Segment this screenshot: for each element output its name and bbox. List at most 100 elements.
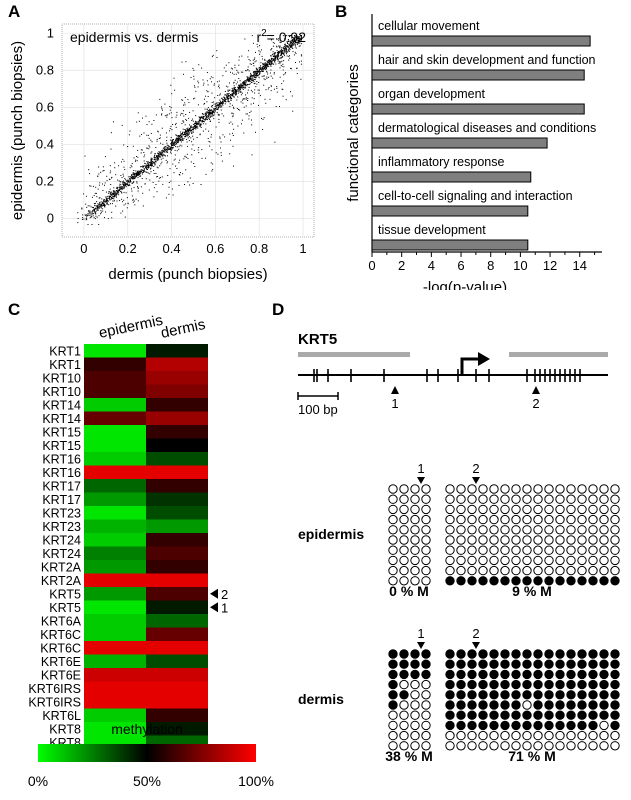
scatter-point xyxy=(193,149,195,151)
scatter-point xyxy=(99,201,101,203)
scatter-point xyxy=(189,129,191,131)
scatter-point xyxy=(169,145,171,147)
scatter-point xyxy=(209,145,211,147)
scatter-point xyxy=(300,36,302,38)
scatter-point xyxy=(221,160,223,162)
scatter-point xyxy=(135,198,137,200)
scatter-point xyxy=(185,133,187,135)
scatter-point xyxy=(216,104,218,106)
scatter-point xyxy=(206,108,208,110)
scatter-point xyxy=(99,205,101,207)
scatter-point xyxy=(213,114,215,116)
scatter-point xyxy=(214,108,216,109)
x-tick-label: 12 xyxy=(543,258,557,273)
methylated-cpg xyxy=(555,576,565,586)
scatter-point xyxy=(207,115,209,117)
scatter-point xyxy=(245,70,247,72)
scatter-point xyxy=(293,43,295,44)
scatter-point xyxy=(247,76,249,78)
scatter-point xyxy=(290,35,291,37)
unmethylated-cpg xyxy=(544,545,554,555)
scatter-point xyxy=(95,211,97,213)
unmethylated-cpg xyxy=(456,525,466,535)
scatter-point xyxy=(293,37,295,39)
scatter-point xyxy=(248,78,250,80)
scatter-point xyxy=(143,168,145,169)
x-axis-label: dermis (punch biopsies) xyxy=(108,266,267,283)
scatter-point xyxy=(169,130,170,132)
scatter-point xyxy=(273,72,275,74)
scatter-point xyxy=(261,69,263,71)
scatter-point xyxy=(166,136,168,138)
methylated-cpg xyxy=(500,710,510,720)
scatter-point xyxy=(254,89,256,91)
unmethylated-cpg xyxy=(588,484,598,494)
scatter-point xyxy=(289,45,290,47)
scatter-point xyxy=(270,62,272,64)
unmethylated-cpg xyxy=(577,730,587,741)
methylated-cpg xyxy=(544,649,554,659)
unmethylated-cpg xyxy=(588,565,598,576)
scatter-point xyxy=(101,198,103,200)
scatter-point xyxy=(246,113,248,115)
scatter-point xyxy=(126,182,128,184)
methylated-cpg xyxy=(467,720,477,731)
scatter-point xyxy=(123,185,125,187)
methylated-cpg xyxy=(489,690,499,700)
scatter-point xyxy=(109,172,111,174)
scatter-point xyxy=(220,147,221,149)
scatter-point xyxy=(239,109,241,111)
methylated-cpg xyxy=(533,679,543,690)
scatter-point xyxy=(242,102,244,104)
scatter-point xyxy=(137,170,138,172)
scatter-point xyxy=(178,140,180,142)
scatter-point xyxy=(150,152,152,154)
scatter-point xyxy=(183,131,185,133)
scatter-point xyxy=(181,123,183,124)
scatter-point xyxy=(232,95,234,97)
scatter-point xyxy=(213,109,215,111)
scatter-point xyxy=(222,98,224,100)
scatter-point xyxy=(296,42,298,44)
scatter-point xyxy=(185,131,187,133)
scatter-point xyxy=(283,53,285,55)
methylated-cpg xyxy=(511,659,521,669)
scatter-point xyxy=(111,211,113,213)
scatter-point xyxy=(233,106,234,108)
scatter-point xyxy=(177,141,179,143)
scatter-point xyxy=(130,181,132,183)
scatter-point xyxy=(245,87,247,89)
scatter-point xyxy=(259,71,261,72)
scatter-point xyxy=(221,103,223,105)
unmethylated-cpg xyxy=(555,504,565,515)
unmethylated-cpg xyxy=(522,565,532,576)
scatter-point xyxy=(132,176,134,178)
scatter-point xyxy=(184,104,186,106)
scatter-point xyxy=(203,118,204,119)
scatter-point xyxy=(242,88,244,90)
scatter-point xyxy=(97,206,99,208)
scatter-point xyxy=(249,60,251,62)
heatmap-cell xyxy=(146,357,208,372)
unmethylated-cpg xyxy=(445,494,455,504)
scatter-point xyxy=(207,110,209,111)
scatter-point xyxy=(281,52,283,54)
y-axis-label: functional categories xyxy=(345,64,362,202)
methylated-cpg xyxy=(388,679,398,690)
scatter-point xyxy=(201,149,203,151)
scatter-point xyxy=(174,144,176,146)
methylated-cpg xyxy=(566,576,576,586)
scatter-point xyxy=(107,197,109,199)
scatter-point xyxy=(230,71,231,73)
scatter-point xyxy=(219,137,221,139)
scatter-point xyxy=(178,137,180,139)
scatter-point xyxy=(283,53,285,54)
scatter-point xyxy=(133,157,135,159)
site-marker xyxy=(472,477,480,484)
scatter-point xyxy=(299,37,301,39)
unmethylated-cpg xyxy=(566,484,576,494)
scatter-point xyxy=(265,65,267,67)
scatter-point xyxy=(171,146,173,148)
scatter-point xyxy=(233,165,234,167)
scatter-point xyxy=(192,183,194,184)
